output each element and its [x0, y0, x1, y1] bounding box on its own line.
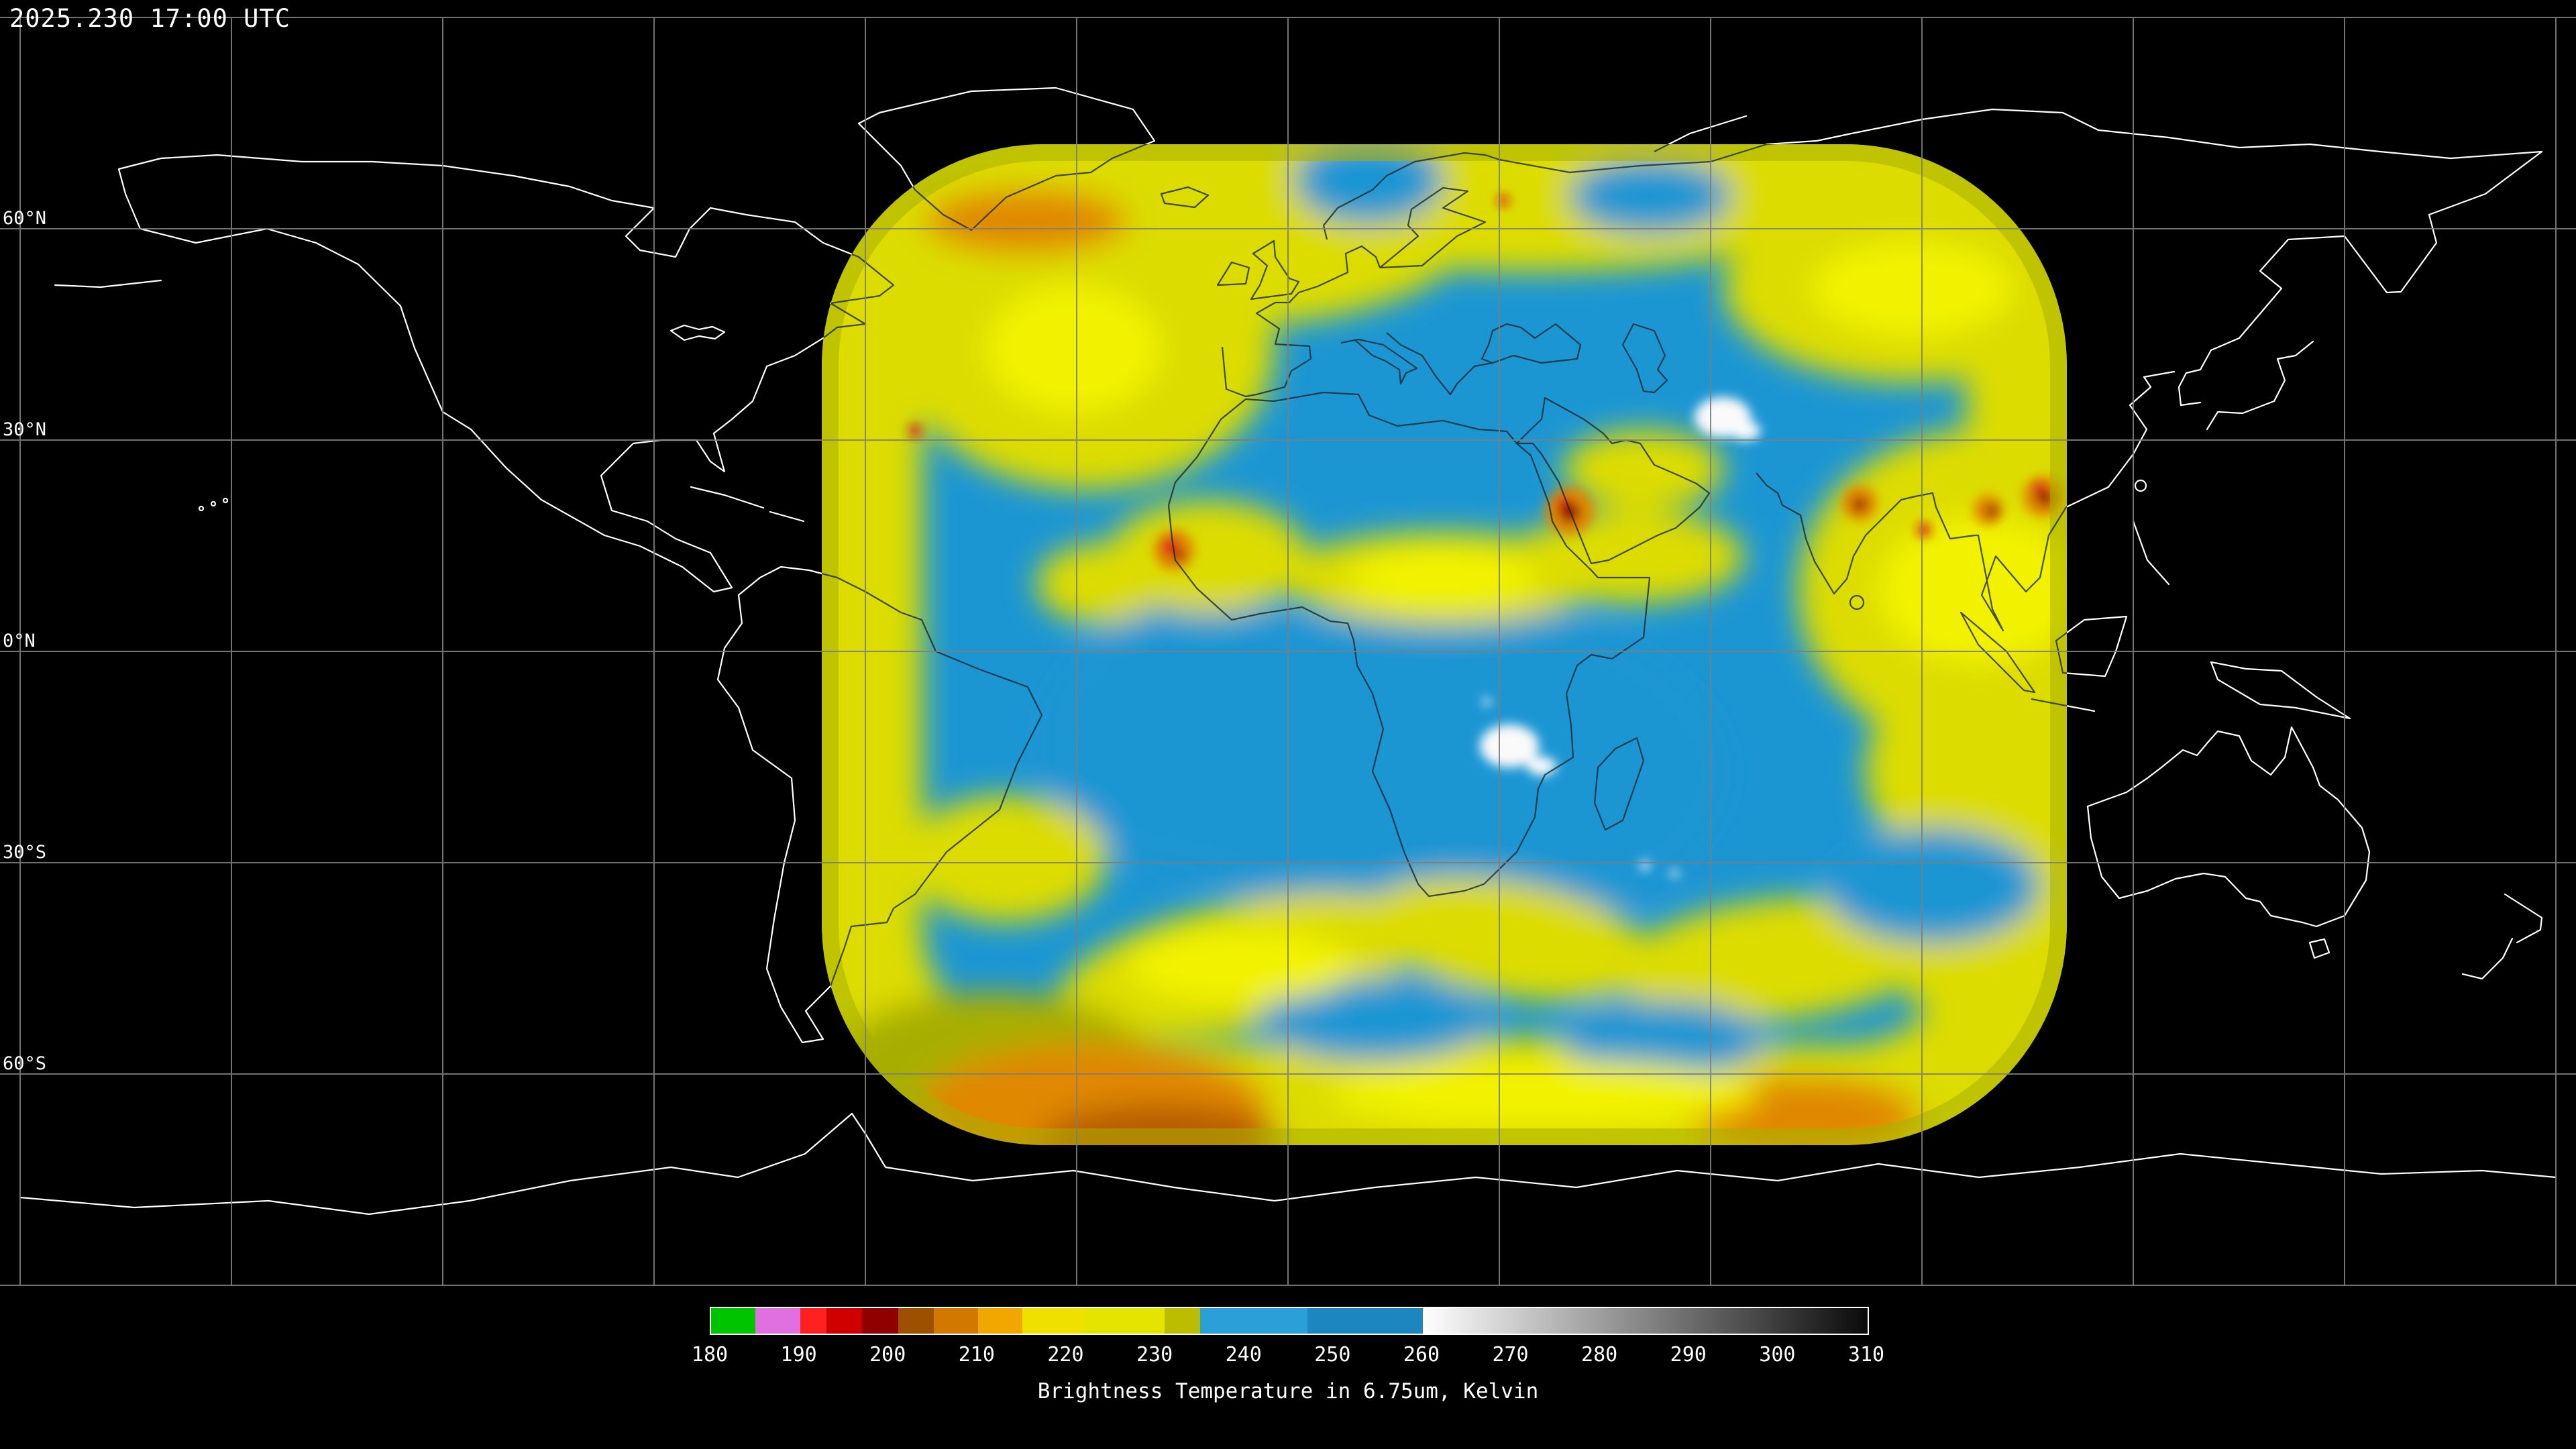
colorbar-ticks: 180 190 200 210 220 230 240 250 260 270 280 290 300 3… — [692, 1343, 1884, 1370]
latitude-label-60s: 60°S — [3, 1053, 47, 1074]
graticule — [0, 17, 2576, 1286]
storm-white-cloud-caspian — [1695, 397, 1760, 441]
colorbar-tick-label: 280 — [1581, 1343, 1618, 1366]
colorbar-tick-label: 240 — [1225, 1343, 1262, 1366]
cloud-field-soft — [822, 144, 2067, 1145]
colorbar-segment — [862, 1308, 898, 1334]
colorbar-segment — [1022, 1308, 1085, 1334]
colorbar-scale — [710, 1307, 1869, 1335]
colorbar-tick-label: 190 — [780, 1343, 817, 1366]
colorbar-segment — [800, 1308, 827, 1334]
colorbar-segment — [1422, 1308, 1868, 1334]
latitude-label-30s: 30°S — [3, 842, 47, 863]
latitude-label-30n: 30°N — [3, 419, 47, 440]
colorbar-tick-label: 220 — [1047, 1343, 1084, 1366]
satellite-swath — [822, 144, 2067, 1145]
timestamp: 2025.230 17:00 UTC — [9, 4, 290, 33]
latitude-label-60n: 60°N — [3, 208, 47, 229]
colorbar-tick-label: 260 — [1403, 1343, 1440, 1366]
colorbar-segment — [826, 1308, 863, 1334]
colorbar-tick-label: 180 — [691, 1343, 729, 1366]
colorbar-tick-label: 250 — [1314, 1343, 1351, 1366]
colorbar-segment — [977, 1308, 1023, 1334]
latitude-label-0n: 0°N — [3, 631, 36, 651]
colorbar-segment — [933, 1308, 978, 1334]
colorbar-tick-label: 300 — [1759, 1343, 1796, 1366]
colorbar-segment — [755, 1308, 800, 1334]
colorbar-segment — [1307, 1308, 1423, 1334]
colorbar-tick-label: 270 — [1492, 1343, 1529, 1366]
colorbar-segment — [711, 1308, 756, 1334]
colorbar-tick-label: 230 — [1136, 1343, 1173, 1366]
colorbar-tick-label: 290 — [1670, 1343, 1707, 1366]
colorbar-segment — [1200, 1308, 1307, 1334]
colorbar-segment — [898, 1308, 934, 1334]
colorbar-segment — [1085, 1308, 1165, 1334]
colorbar-tick-label: 310 — [1847, 1343, 1885, 1366]
colorbar-caption: Brightness Temperature in 6.75um, Kelvin — [1037, 1379, 1539, 1403]
storm-white-cloud-south-africa — [1480, 724, 1556, 775]
colorbar-tick-label: 210 — [958, 1343, 995, 1366]
colorbar-segment — [1165, 1308, 1201, 1334]
colorbar-tick-label: 200 — [869, 1343, 906, 1366]
